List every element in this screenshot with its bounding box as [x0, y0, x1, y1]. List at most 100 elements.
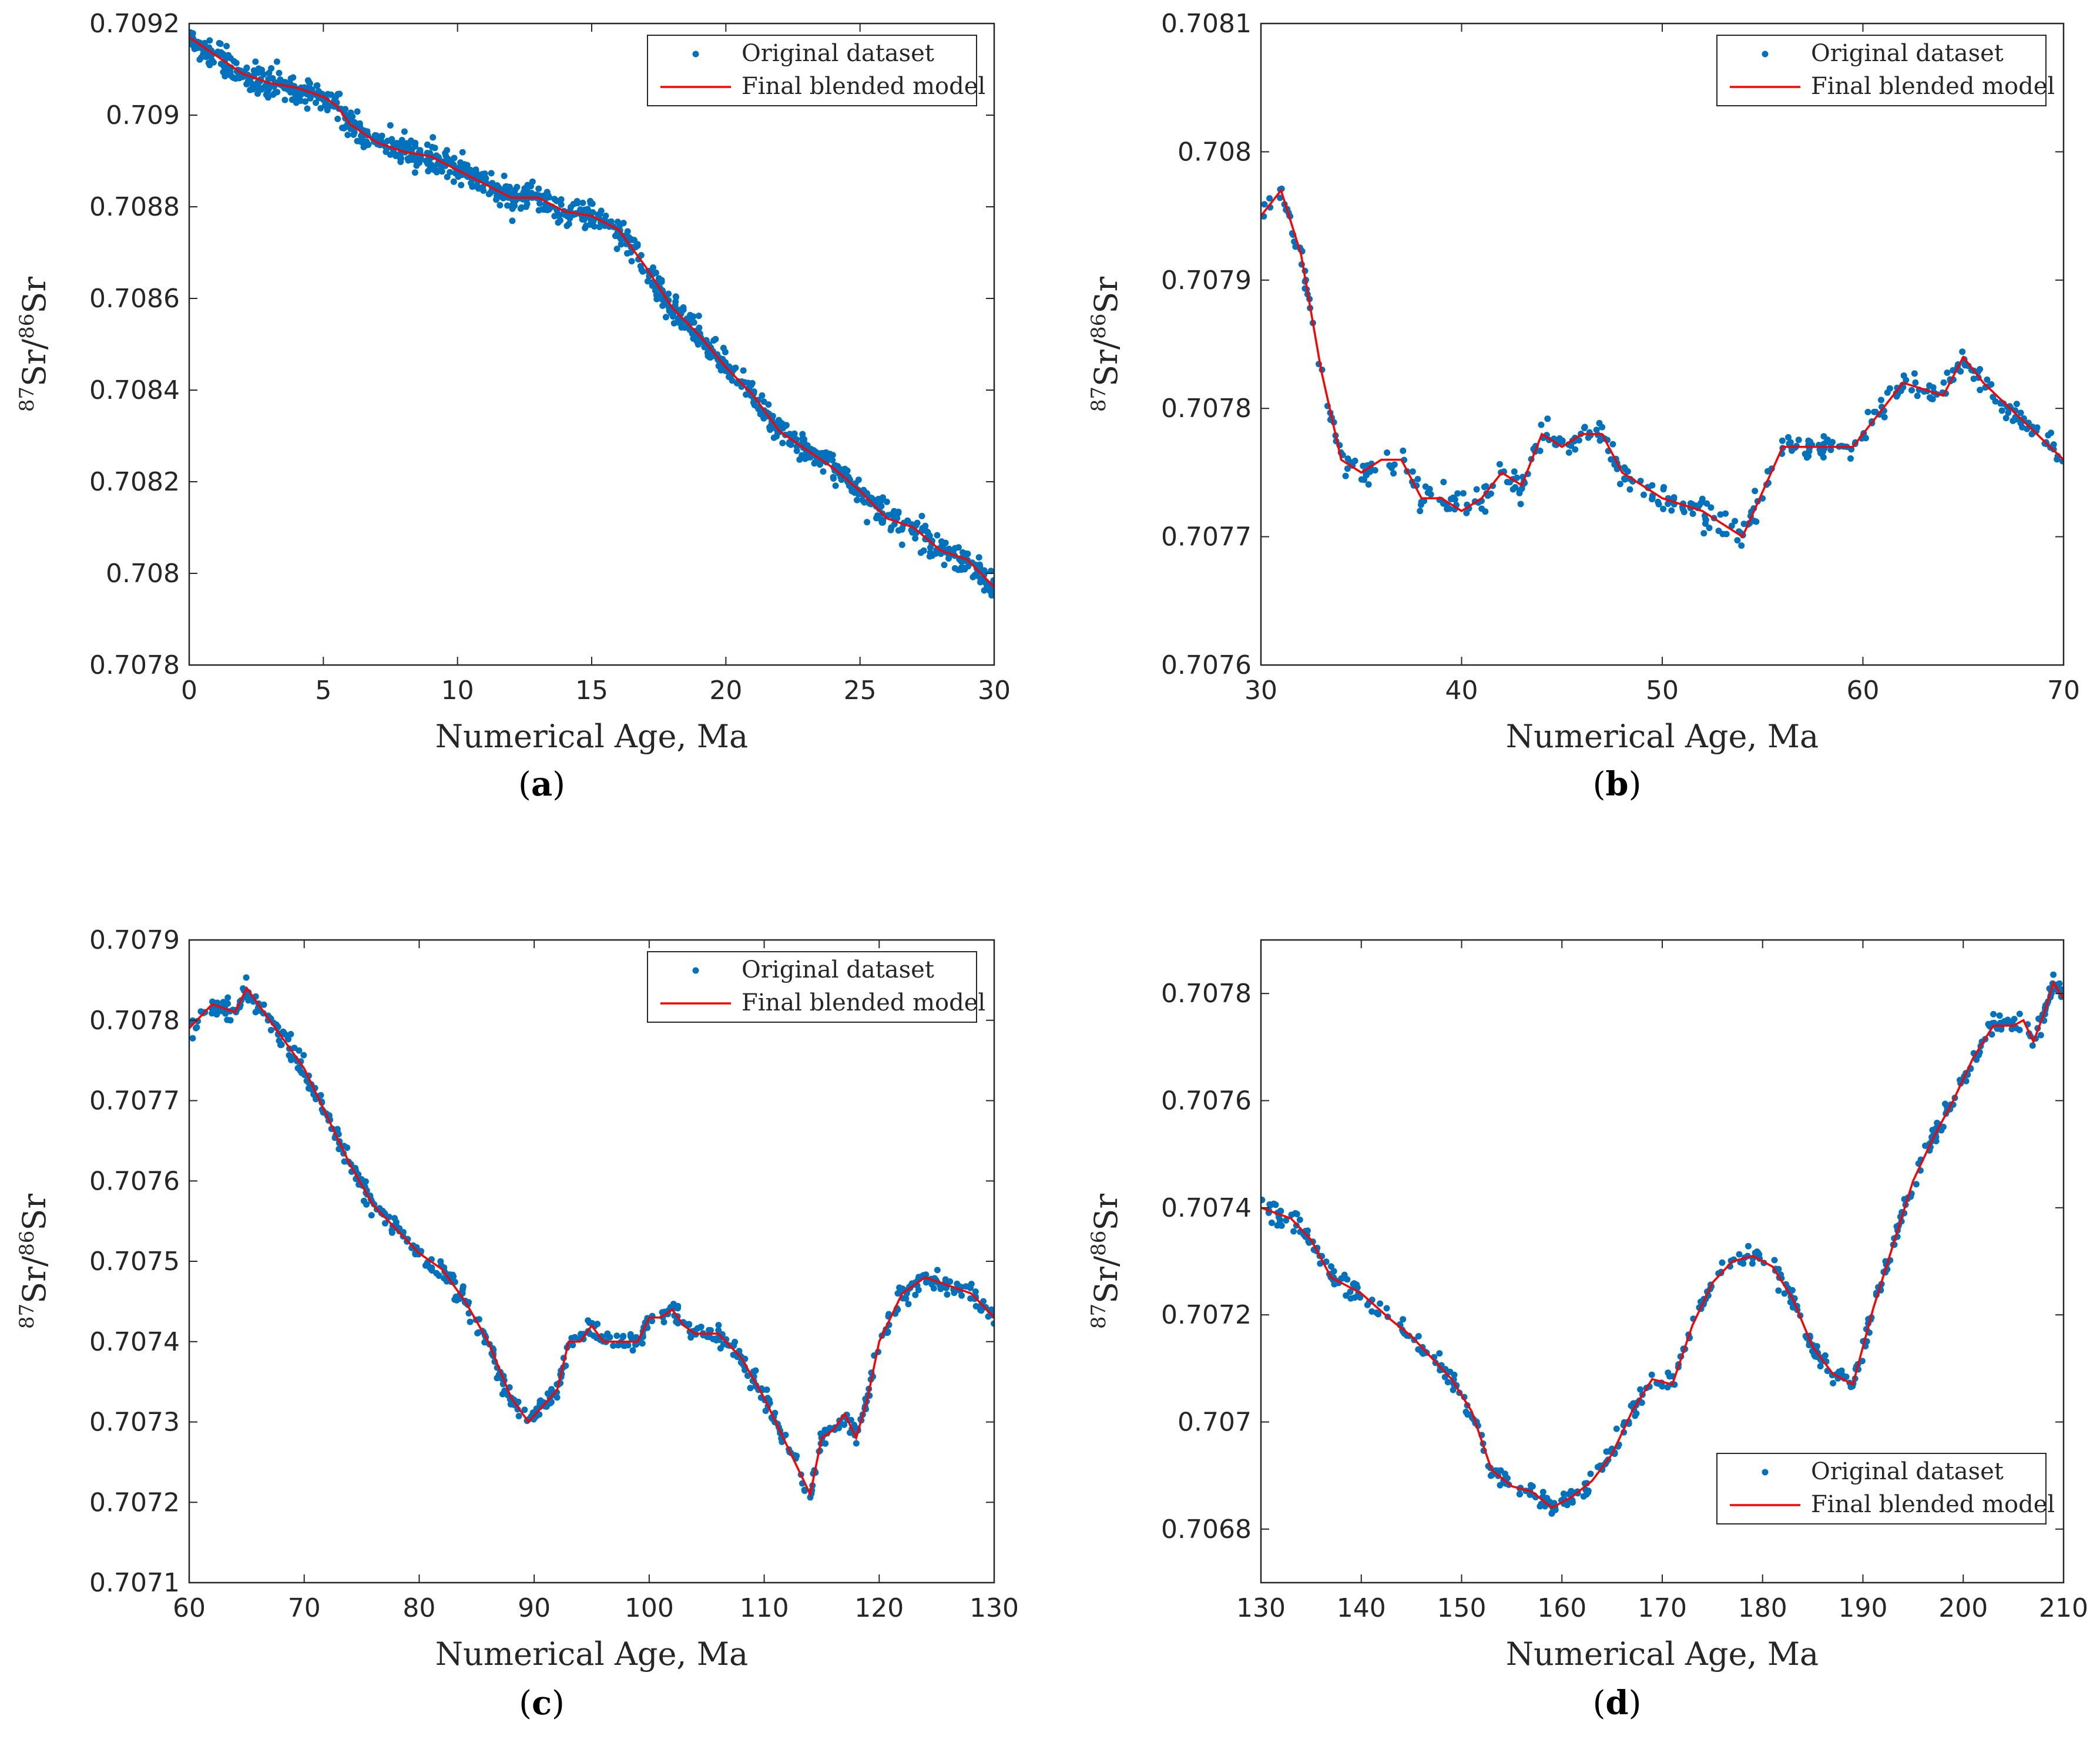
data-point: [535, 207, 542, 214]
data-point: [710, 1335, 717, 1342]
data-point: [1830, 1380, 1837, 1386]
x-tick-label: 0: [181, 676, 197, 706]
data-point: [1516, 1490, 1523, 1497]
data-point: [987, 582, 994, 589]
element-symbol: Sr/: [16, 338, 53, 387]
data-point: [334, 1126, 341, 1133]
x-tick-label: 70: [2047, 676, 2080, 706]
data-point: [760, 398, 767, 405]
data-point: [296, 1047, 303, 1054]
data-point: [706, 1327, 713, 1334]
data-point: [362, 1178, 369, 1185]
element-symbol: Sr/: [1088, 1255, 1125, 1304]
y-tick-label: 0.7078: [1161, 979, 1252, 1009]
data-point: [1771, 1257, 1778, 1264]
isotope-superscript: 86: [15, 1231, 39, 1256]
data-point: [220, 51, 227, 58]
data-point: [880, 517, 887, 523]
data-point: [732, 365, 739, 372]
data-point: [972, 1288, 979, 1295]
data-point: [504, 202, 511, 209]
data-point: [1775, 1287, 1782, 1294]
data-point: [528, 191, 535, 198]
data-point: [233, 59, 240, 66]
data-point: [1463, 509, 1470, 516]
data-point: [1373, 1309, 1380, 1316]
data-point: [744, 1372, 751, 1379]
data-point: [431, 145, 438, 152]
data-point: [1998, 1026, 2005, 1033]
data-point: [951, 565, 958, 572]
data-point: [263, 82, 270, 89]
data-point: [445, 156, 452, 163]
data-point: [536, 200, 544, 207]
data-point: [270, 91, 277, 98]
data-point: [632, 1341, 639, 1348]
y-axis-label: 87Sr/86Sr: [1087, 1194, 1125, 1329]
data-point: [812, 459, 818, 465]
data-point: [844, 467, 851, 474]
data-point: [624, 228, 631, 235]
data-point: [927, 544, 934, 551]
data-point: [1781, 1290, 1788, 1297]
y-tick-label: 0.7073: [89, 1408, 180, 1438]
data-point: [1594, 1463, 1601, 1470]
data-point: [509, 201, 516, 208]
data-point: [1276, 1217, 1283, 1224]
chart-panel-c: 60 70 80 90 100 110 120 130 0.7071 0.7072 0.7073 0.…: [15, 925, 1019, 1722]
data-point: [1738, 542, 1745, 549]
panel-caption-letter: d: [1605, 1684, 1628, 1722]
element-symbol: Sr/: [1088, 338, 1125, 387]
data-point: [1692, 502, 1699, 509]
y-tick-label: 0.7078: [89, 650, 180, 680]
panel-caption-close: ): [552, 765, 565, 804]
data-point: [1664, 1383, 1671, 1391]
data-point: [884, 1328, 891, 1335]
data-point: [1621, 476, 1628, 483]
data-point: [613, 246, 620, 253]
data-point: [1719, 530, 1726, 538]
y-axis-label: 87Sr/86Sr: [1087, 277, 1125, 412]
data-point: [980, 1298, 987, 1305]
data-point: [2002, 415, 2010, 422]
legend-point-marker: [1762, 1469, 1769, 1476]
data-point: [695, 340, 702, 347]
x-axis-label: Numerical Age, Ma: [435, 1636, 749, 1673]
x-axis-label: Numerical Age, Ma: [435, 718, 749, 755]
data-point: [1698, 499, 1705, 506]
panel-caption-close: ): [1629, 765, 1642, 804]
data-point: [1884, 389, 1891, 396]
data-point: [391, 1215, 398, 1222]
data-point: [941, 562, 948, 569]
data-point: [1347, 1288, 1354, 1295]
model-line: [189, 36, 994, 588]
data-point: [528, 183, 534, 190]
data-point: [1266, 195, 1273, 202]
data-point: [752, 1367, 759, 1374]
data-point: [961, 550, 968, 558]
data-point: [220, 999, 227, 1006]
legend-box: [1716, 35, 2047, 106]
data-point: [678, 324, 685, 331]
data-point: [898, 541, 905, 548]
data-point: [747, 1385, 754, 1392]
y-tick-label: 0.7076: [1161, 1086, 1252, 1116]
data-point: [568, 1335, 575, 1342]
plot-background: [1261, 23, 2064, 665]
x-tick-label: 170: [1638, 1593, 1687, 1623]
data-point: [1655, 501, 1662, 508]
data-point: [213, 1011, 220, 1018]
x-tick-label: 210: [2039, 1593, 2088, 1623]
data-point: [546, 194, 552, 201]
plot-background: [189, 23, 994, 665]
data-point: [918, 512, 925, 519]
data-point: [1990, 394, 1997, 401]
data-point: [1261, 1197, 1266, 1203]
legend-box: [1716, 1453, 2047, 1524]
isotope-superscript: 87: [1087, 1304, 1111, 1329]
data-point: [276, 69, 283, 76]
data-point: [1752, 488, 1759, 495]
data-point: [740, 367, 747, 374]
data-point: [1292, 1210, 1299, 1217]
data-point: [1462, 1408, 1470, 1415]
